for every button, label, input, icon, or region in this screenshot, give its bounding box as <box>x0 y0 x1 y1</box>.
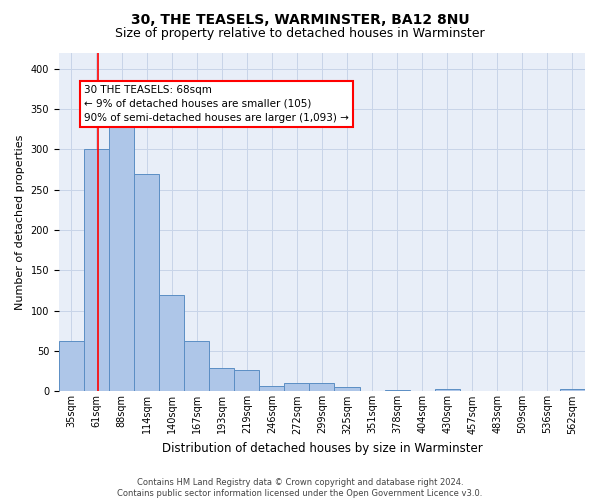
Bar <box>159 294 184 392</box>
Bar <box>560 389 585 392</box>
Bar <box>209 368 234 392</box>
Text: Size of property relative to detached houses in Warminster: Size of property relative to detached ho… <box>115 28 485 40</box>
Text: Contains HM Land Registry data © Crown copyright and database right 2024.
Contai: Contains HM Land Registry data © Crown c… <box>118 478 482 498</box>
Bar <box>134 174 159 392</box>
Y-axis label: Number of detached properties: Number of detached properties <box>15 134 25 310</box>
Bar <box>284 382 310 392</box>
Bar <box>59 342 84 392</box>
Bar <box>84 150 109 392</box>
Bar <box>434 389 460 392</box>
Text: 30 THE TEASELS: 68sqm
← 9% of detached houses are smaller (105)
90% of semi-deta: 30 THE TEASELS: 68sqm ← 9% of detached h… <box>84 85 349 123</box>
Bar <box>385 390 410 392</box>
Bar <box>184 340 209 392</box>
Bar <box>259 386 284 392</box>
Bar <box>109 125 134 392</box>
Text: 30, THE TEASELS, WARMINSTER, BA12 8NU: 30, THE TEASELS, WARMINSTER, BA12 8NU <box>131 12 469 26</box>
Bar <box>234 370 259 392</box>
X-axis label: Distribution of detached houses by size in Warminster: Distribution of detached houses by size … <box>161 442 482 455</box>
Bar <box>334 388 359 392</box>
Bar <box>310 382 334 392</box>
